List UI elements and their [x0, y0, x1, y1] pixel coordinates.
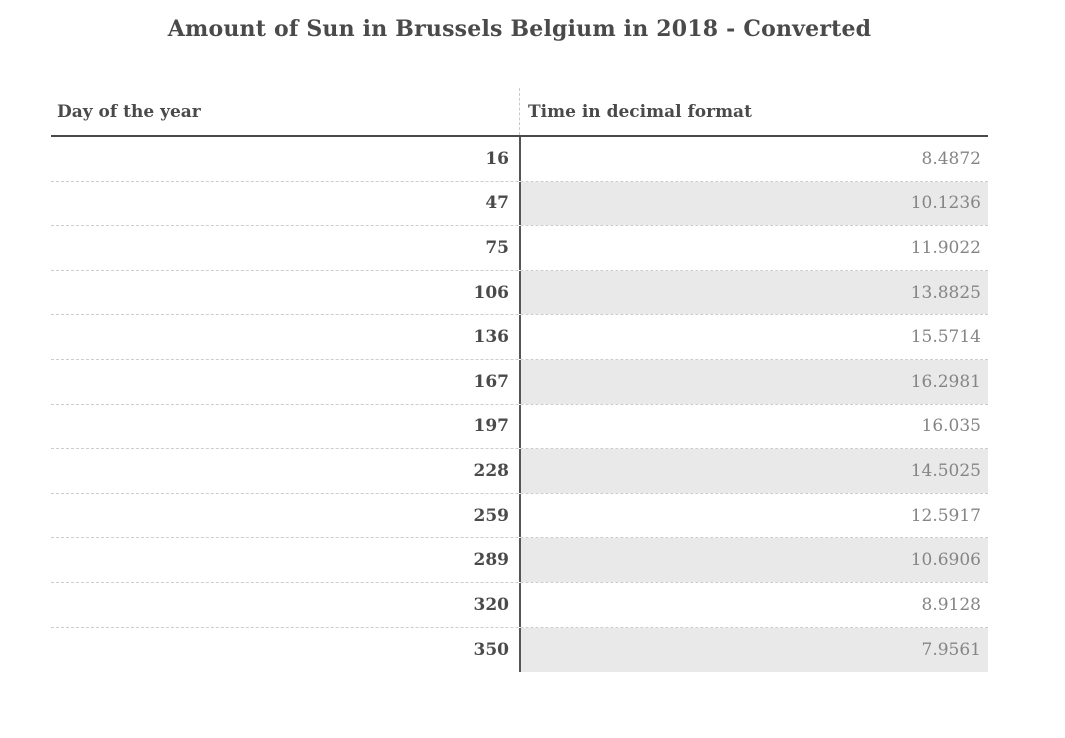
- day-cell: 228: [473, 460, 510, 481]
- day-cell: 197: [473, 416, 510, 437]
- value-cell: 15.5714: [519, 315, 988, 359]
- day-cell: 106: [473, 282, 510, 303]
- day-cell: 136: [473, 327, 510, 348]
- column-header-day: Day of the year: [57, 101, 201, 122]
- table-row: 228 14.5025: [51, 449, 988, 494]
- table-row: 289 10.6906: [51, 538, 988, 583]
- value-cell: 12.5917: [519, 493, 988, 538]
- day-cell: 350: [473, 639, 510, 660]
- chart-title: Amount of Sun in Brussels Belgium in 201…: [167, 16, 872, 42]
- value-cell: 8.4872: [519, 137, 988, 181]
- table-row: 320 8.9128: [51, 582, 988, 628]
- table-row: 350 7.9561: [51, 627, 988, 673]
- table-row: 167 16.2981: [51, 359, 988, 405]
- table-body: 16 8.4872 47 10.1236 75 11.9022 106 13.8…: [51, 137, 988, 673]
- data-table: Day of the year Time in decimal format 1…: [51, 88, 988, 673]
- value-cell: 10.1236: [519, 181, 988, 226]
- value-cell: 16.035: [519, 404, 988, 449]
- value-cell: 14.5025: [519, 449, 988, 493]
- value-cell: 11.9022: [519, 226, 988, 270]
- day-cell: 75: [485, 237, 509, 258]
- day-cell: 320: [473, 594, 510, 615]
- table-row: 47 10.1236: [51, 181, 988, 227]
- table-row: 16 8.4872: [51, 137, 988, 182]
- value-cell: 8.9128: [519, 582, 988, 627]
- value-cell: 7.9561: [519, 627, 988, 673]
- value-cell: 10.6906: [519, 538, 988, 582]
- value-cell: 13.8825: [519, 270, 988, 315]
- day-cell: 47: [485, 193, 509, 214]
- table-row: 136 15.5714: [51, 315, 988, 360]
- day-cell: 259: [473, 505, 510, 526]
- table-row: 106 13.8825: [51, 270, 988, 316]
- day-cell: 167: [473, 371, 510, 392]
- table-row: 259 12.5917: [51, 493, 988, 539]
- day-cell: 16: [485, 148, 509, 169]
- column-header-value: Time in decimal format: [519, 88, 988, 135]
- table-header-row: Day of the year Time in decimal format: [51, 88, 988, 137]
- table-row: 75 11.9022: [51, 226, 988, 271]
- value-cell: 16.2981: [519, 359, 988, 404]
- table-row: 197 16.035: [51, 404, 988, 450]
- day-cell: 289: [473, 550, 510, 571]
